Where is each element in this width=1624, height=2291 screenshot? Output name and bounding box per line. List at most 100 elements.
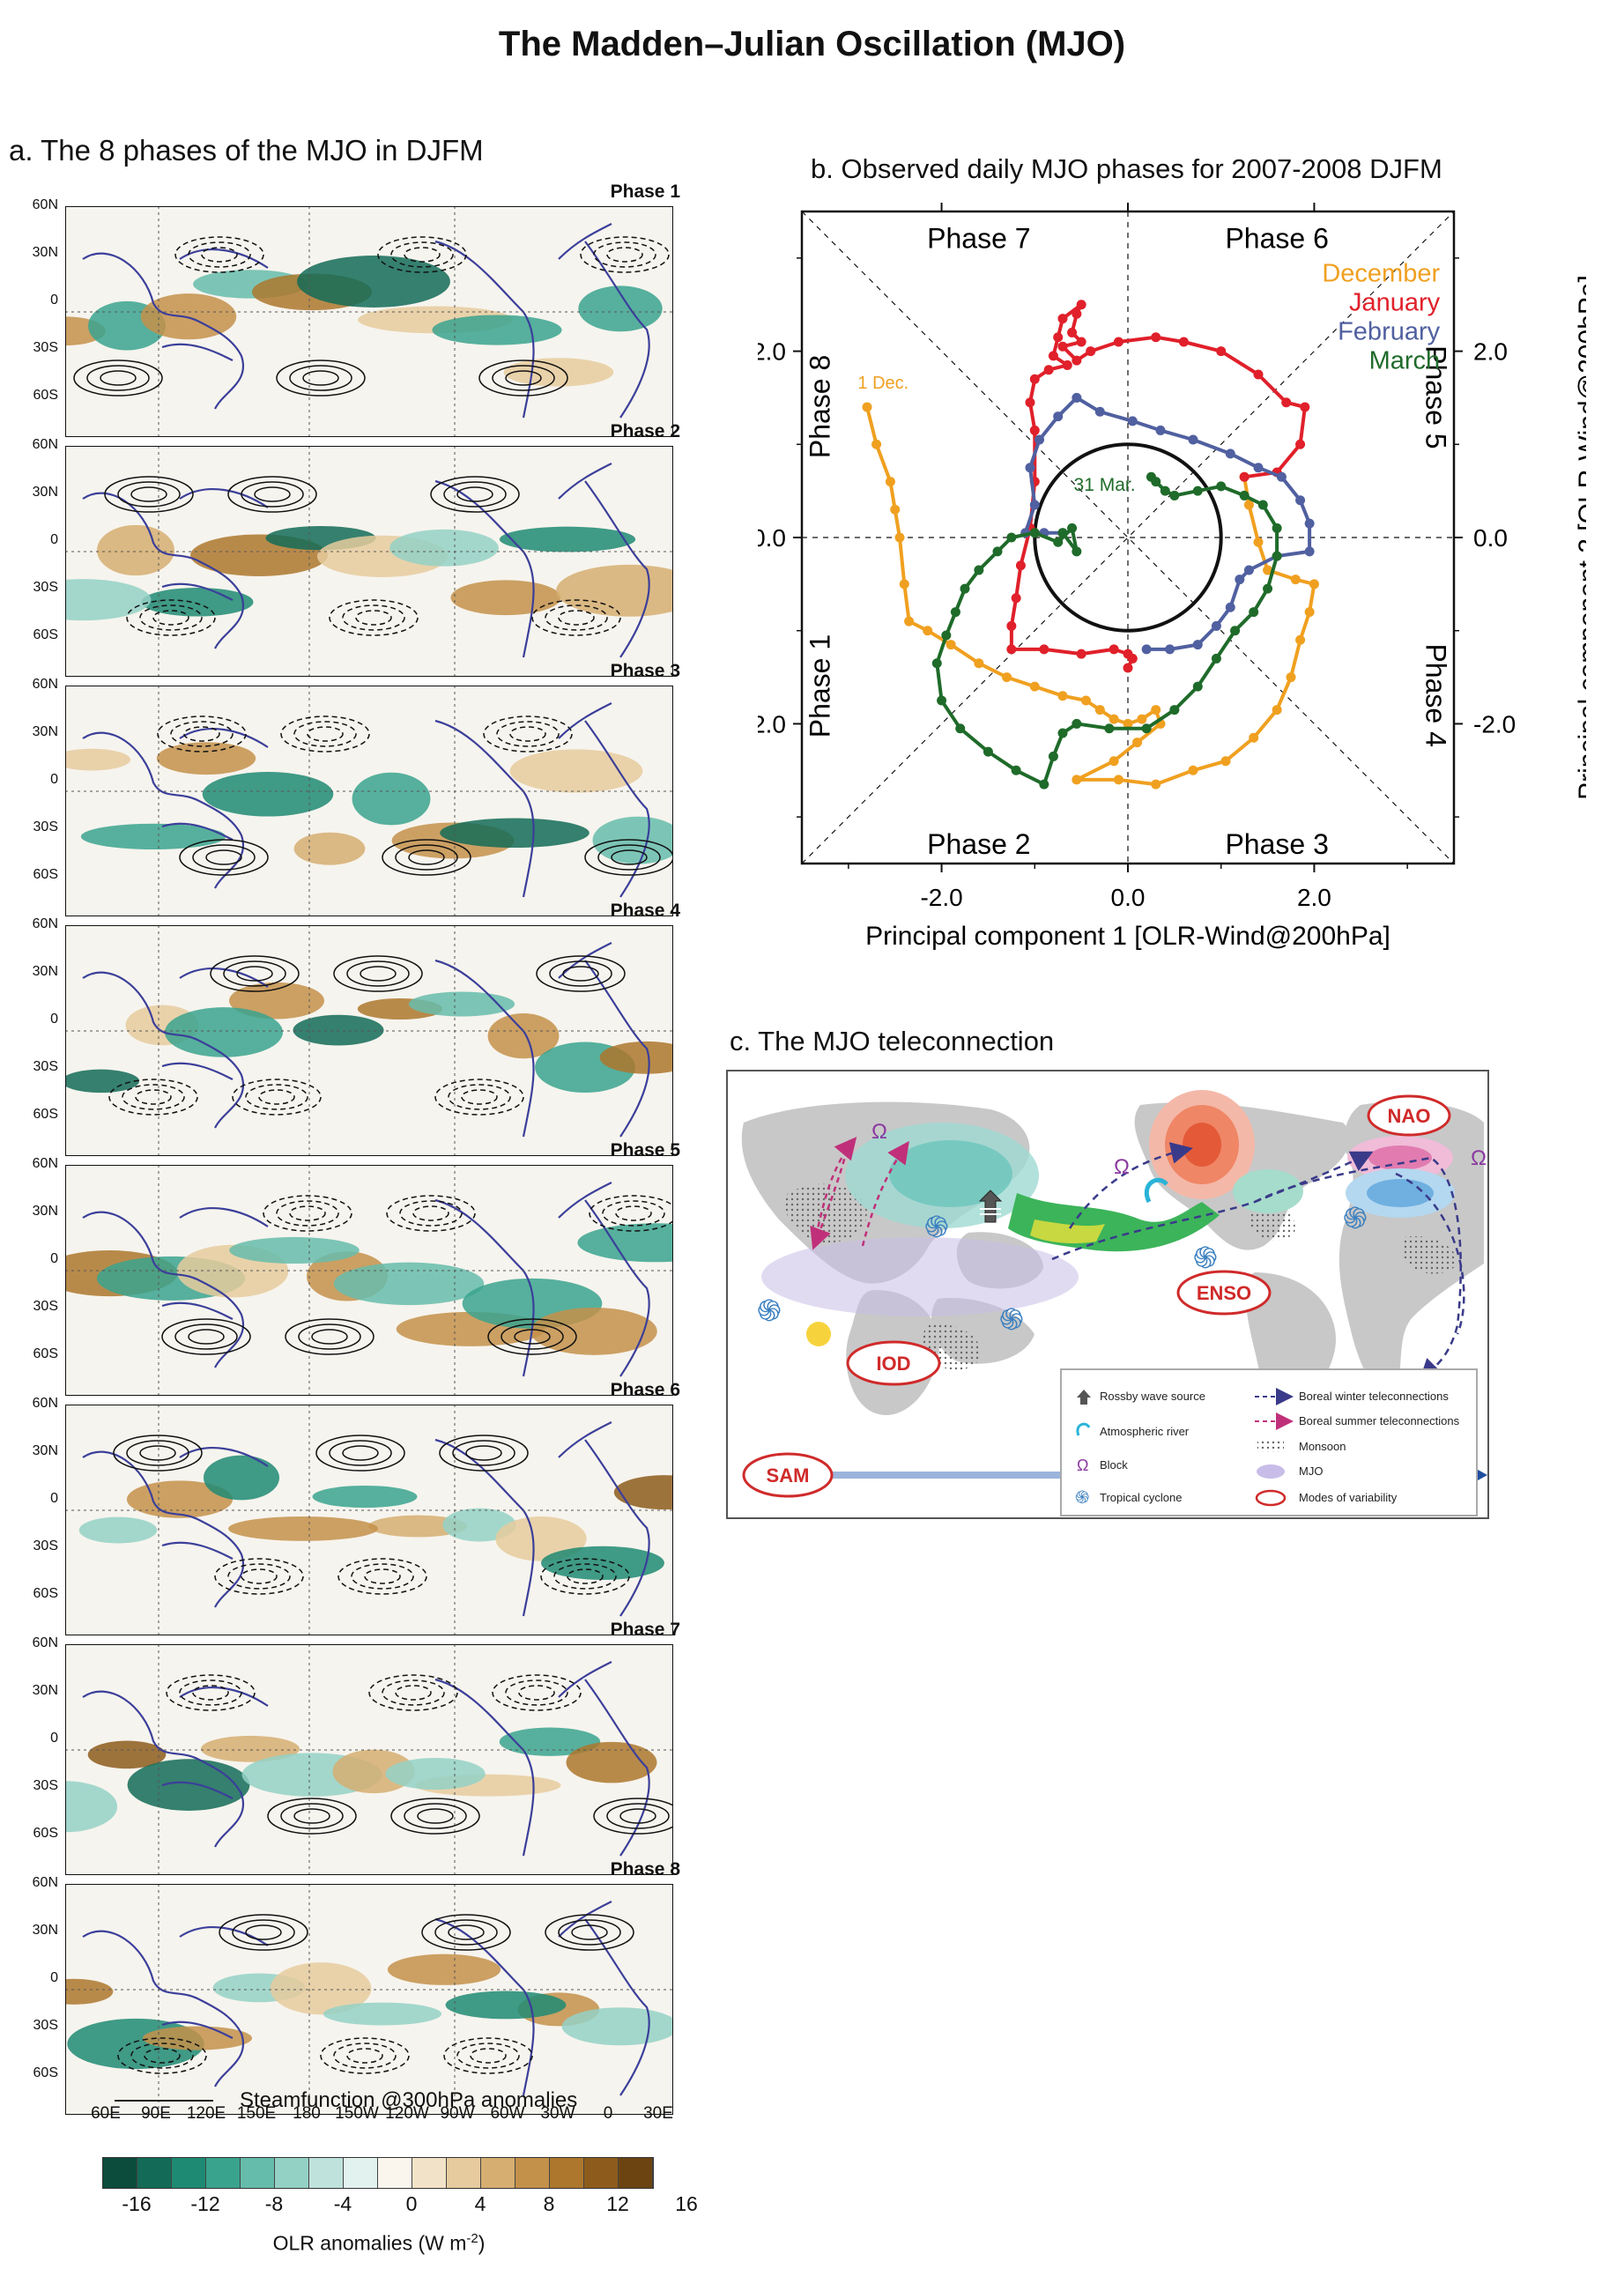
lat-tick-label: 0 xyxy=(50,1251,58,1266)
phase-label-8: Phase 8 xyxy=(805,355,836,458)
svg-text:֍: ֍ xyxy=(757,1294,782,1328)
data-point xyxy=(1076,300,1086,310)
data-point xyxy=(1225,449,1235,459)
phase-map-plot xyxy=(65,206,673,437)
data-point xyxy=(1230,626,1241,636)
lat-tick-label: 0 xyxy=(50,1970,58,1985)
mode-iod: IOD xyxy=(876,1353,910,1375)
lat-tick-label: 30S xyxy=(33,580,58,595)
colorbar-swatch xyxy=(103,2158,137,2188)
colorbar-tick-label: -8 xyxy=(264,2192,284,2215)
lat-tick-label: 60S xyxy=(33,867,58,882)
data-point xyxy=(1272,523,1282,533)
modes-of-variability: NAO ENSO IOD SAM xyxy=(742,1094,1451,1498)
legend-january: January xyxy=(1349,288,1441,316)
phase-map-plot xyxy=(65,1405,673,1635)
colorbar-tick-label: -16 xyxy=(122,2192,152,2215)
main-title: The Madden–Julian Oscillation (MJO) xyxy=(498,25,1126,63)
teleconnection-map: ֍ ֍ ֍ ֍ ֍ Ω Ω Ω NAO ENSO IOD SAM xyxy=(726,1070,1489,1519)
colorbar-swatch xyxy=(481,2158,515,2188)
data-point xyxy=(974,658,984,669)
lon-tick-label: 60W xyxy=(490,2104,525,2123)
phase-map-label: Phase 3 xyxy=(610,661,680,681)
phase-label-6: Phase 6 xyxy=(1225,223,1328,255)
data-point xyxy=(1006,644,1017,655)
svg-text:Rossby wave source: Rossby wave source xyxy=(1100,1390,1205,1403)
lat-tick-label: 30N xyxy=(32,724,58,739)
data-point xyxy=(1076,649,1086,659)
y-tick-label-left: 2.0 xyxy=(758,338,786,366)
data-point xyxy=(1192,486,1203,496)
phase-map-label: Phase 2 xyxy=(610,421,680,441)
colorbar-tick-label: 16 xyxy=(675,2192,698,2215)
lon-tick-label: 30W xyxy=(540,2104,575,2123)
x-tick-label: 0.0 xyxy=(1111,884,1146,911)
lon-tick-label: 30E xyxy=(643,2104,673,2123)
data-point xyxy=(923,626,933,636)
panel-b-title: b. Observed daily MJO phases for 2007-20… xyxy=(811,153,1442,184)
data-point xyxy=(974,565,984,575)
annotation-start: 1 Dec. xyxy=(857,374,908,393)
olr-colorbar xyxy=(102,2157,654,2189)
data-point xyxy=(1132,738,1143,748)
data-point xyxy=(1216,481,1227,492)
data-point xyxy=(1295,495,1306,506)
phase-map-label: Phase 4 xyxy=(610,901,680,921)
phase-label-2: Phase 2 xyxy=(927,828,1030,860)
data-point xyxy=(992,546,1003,557)
data-point xyxy=(885,477,895,487)
data-point xyxy=(1243,500,1254,510)
lat-tick-label: 30S xyxy=(33,340,58,355)
y-tick-label-right: 0.0 xyxy=(1473,524,1508,552)
data-point xyxy=(1094,406,1105,417)
data-point xyxy=(1253,463,1264,473)
data-point xyxy=(1151,705,1161,715)
panel-a-title: a. The 8 phases of the MJO in DJFM xyxy=(9,134,484,167)
data-point xyxy=(955,723,966,734)
data-point xyxy=(1272,551,1282,561)
lat-tick-label: 60S xyxy=(33,1346,58,1361)
lat-tick-label: 60S xyxy=(33,2065,58,2080)
phase-map-plot xyxy=(65,1884,673,2115)
sun-icon xyxy=(806,1322,831,1346)
lat-tick-label: 60S xyxy=(33,627,58,642)
colorbar-swatch xyxy=(515,2158,550,2188)
mjo-band xyxy=(761,1237,1079,1316)
colorbar-tick-label: 12 xyxy=(606,2192,629,2215)
phase-map-plot xyxy=(65,1165,673,1396)
lat-tick-label: 60S xyxy=(33,1586,58,1601)
colorbar-swatch xyxy=(378,2158,412,2188)
x-axis-label: Principal component 1 [OLR-Wind@200hPa] xyxy=(865,922,1390,951)
lat-tick-label: 60N xyxy=(32,677,58,692)
mode-nao: NAO xyxy=(1388,1105,1431,1127)
lat-tick-label: 30S xyxy=(33,1299,58,1314)
data-point xyxy=(1043,365,1054,375)
data-point xyxy=(899,579,909,589)
data-point xyxy=(1113,337,1123,347)
data-point xyxy=(1123,663,1133,673)
lon-tick-label: 60E xyxy=(91,2104,121,2123)
phase-map-4: Phase 4 60N 30N 0 30S 60S xyxy=(11,901,680,1156)
colorbar-label: OLR anomalies (W m-2) xyxy=(272,2231,486,2255)
data-point xyxy=(1123,718,1133,729)
longitude-axis: 60E 90E 120E 150E 180 150W 120W 90W 60W 30W 0 30E xyxy=(63,2104,680,2131)
lat-tick-label: 0 xyxy=(50,1012,58,1027)
data-point xyxy=(904,616,915,627)
data-point xyxy=(1104,723,1115,734)
y-axis-label: Principal component 2 [OLR-Wind@200hPa] xyxy=(1574,275,1586,800)
phase-guides xyxy=(801,211,1455,864)
lat-tick-label: 30N xyxy=(32,245,58,260)
data-point xyxy=(1235,575,1245,585)
lon-tick-label: 120E xyxy=(186,2104,226,2123)
contour-legend-line xyxy=(115,2100,213,2102)
x-tick-label: 2.0 xyxy=(1297,884,1331,911)
data-point xyxy=(1192,681,1203,692)
annotation-end: 31 Mar. xyxy=(1074,475,1136,495)
data-point xyxy=(1165,644,1175,655)
lat-tick-label: 60S xyxy=(33,1826,58,1841)
lat-tick-label: 0 xyxy=(50,1491,58,1506)
svg-text:֍: ֍ xyxy=(999,1303,1024,1337)
data-point xyxy=(1025,397,1035,408)
lon-tick-label: 0 xyxy=(603,2104,613,2123)
data-point xyxy=(1151,779,1161,790)
